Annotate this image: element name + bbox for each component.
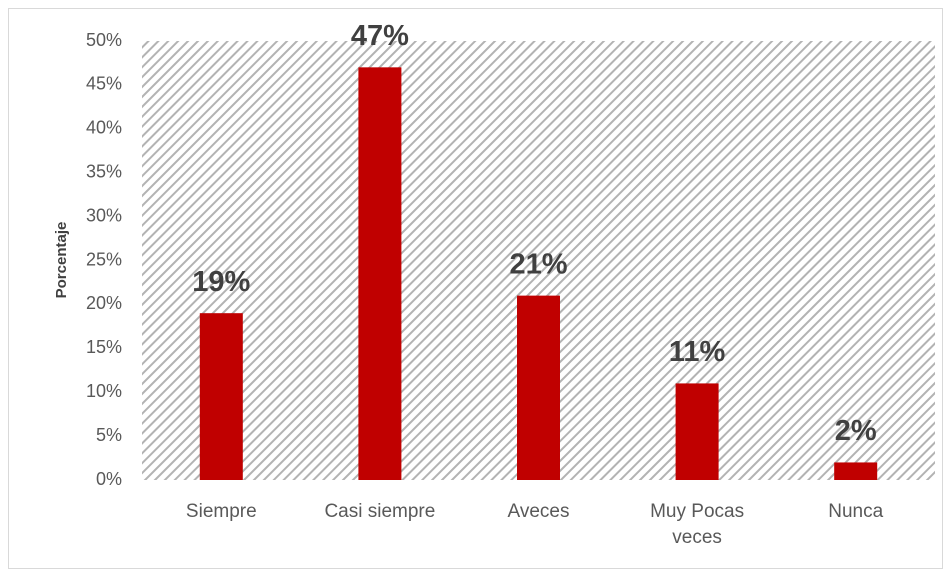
y-tick-label: 5% [96, 425, 122, 445]
y-tick-label: 0% [96, 469, 122, 489]
data-label: 2% [835, 415, 877, 447]
y-tick-label: 40% [86, 118, 122, 138]
data-label: 47% [351, 20, 409, 52]
x-tick-label: Muy Pocas veces [650, 501, 745, 548]
x-tick-label: Nunca [828, 501, 884, 522]
x-tick-label: Siempre [185, 501, 257, 522]
bar [517, 295, 560, 480]
x-tick-label: Aveces [507, 501, 570, 522]
y-tick-label: 25% [86, 249, 122, 269]
y-tick-label: 15% [86, 337, 122, 357]
bar [358, 67, 402, 480]
y-axis-title: Porcentaje [53, 222, 70, 299]
y-tick-label: 45% [86, 74, 122, 94]
y-tick-label: 35% [86, 161, 122, 181]
y-tick-label: 10% [86, 381, 122, 401]
y-tick-label: 20% [86, 293, 122, 313]
bar [199, 313, 243, 480]
bar [675, 383, 719, 480]
bar [834, 462, 878, 480]
data-label: 19% [192, 266, 250, 298]
data-label: 21% [509, 248, 567, 280]
x-tick-label: Casi siempre [324, 501, 436, 522]
y-tick-label: 30% [86, 205, 122, 225]
y-tick-label: 50% [86, 30, 122, 50]
data-label: 11% [669, 336, 726, 368]
